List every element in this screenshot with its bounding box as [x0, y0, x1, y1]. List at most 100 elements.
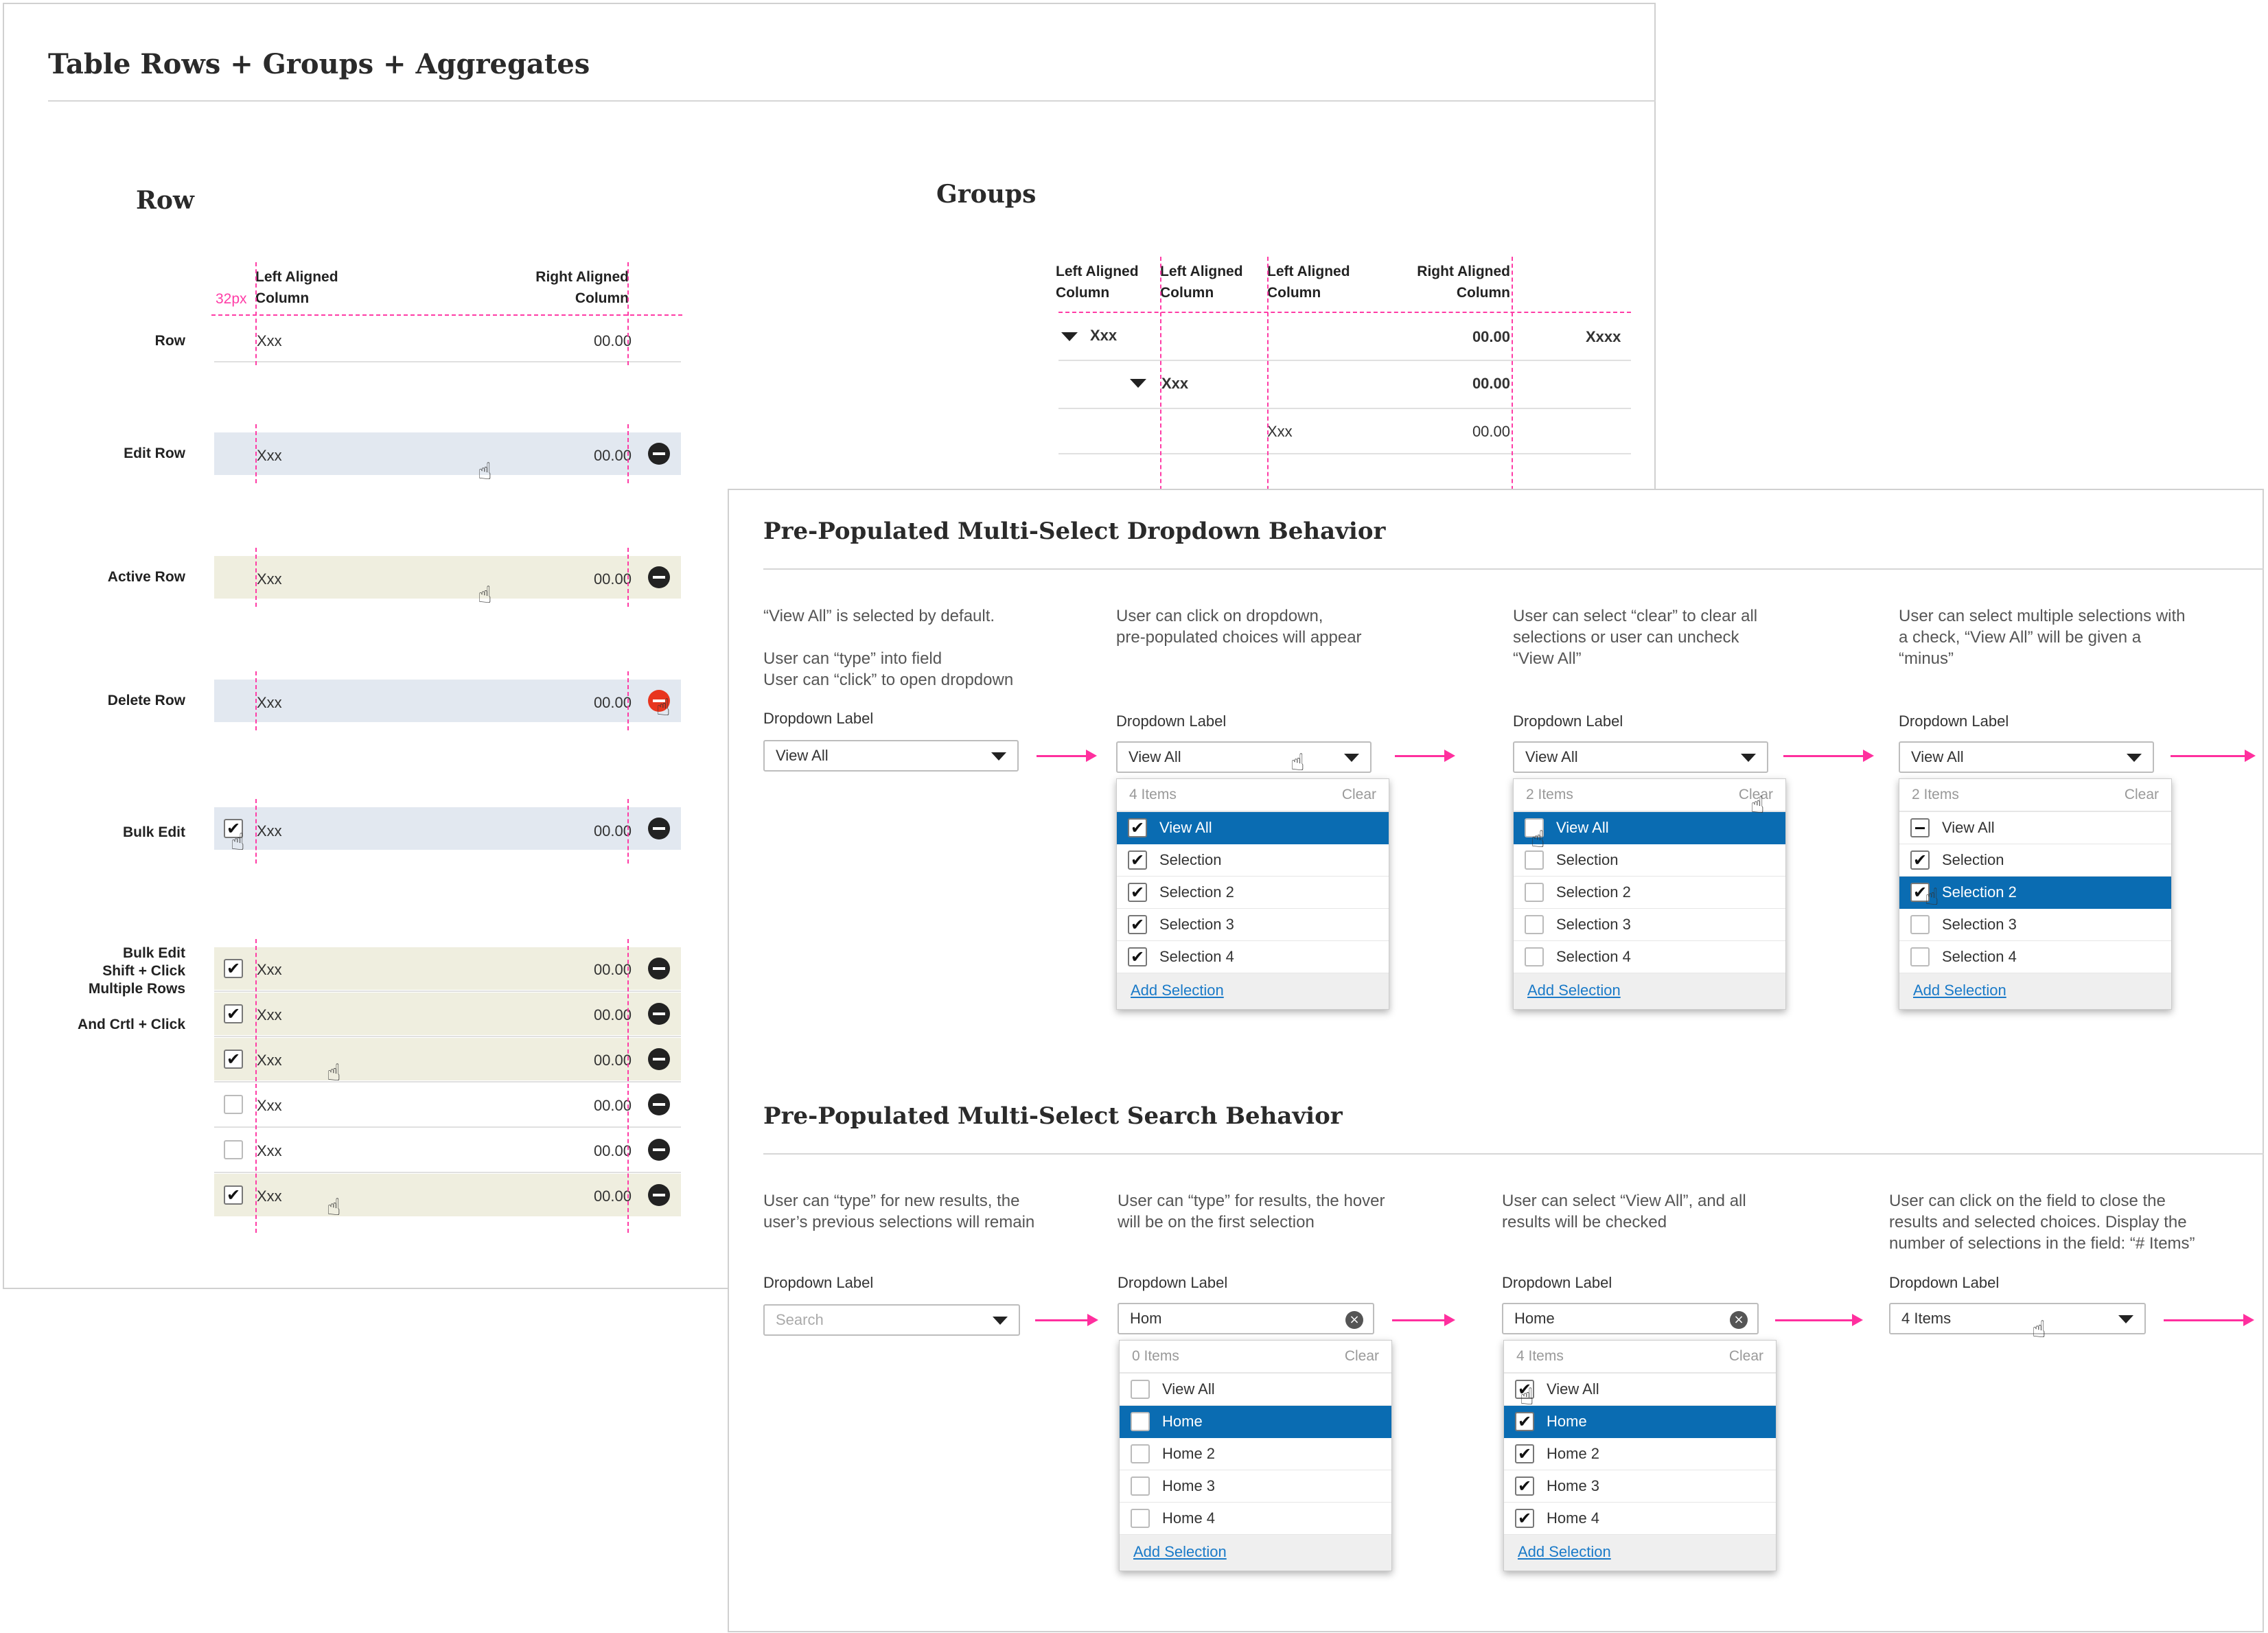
- menu-item-selection-3[interactable]: Selection 3: [1899, 909, 2171, 941]
- menu-item-view-all[interactable]: View All: [1899, 812, 2171, 844]
- row-divider: [214, 361, 681, 362]
- menu-item-view-all[interactable]: ✔ View All: [1117, 812, 1389, 844]
- bulk-row-3-text[interactable]: Xxx: [257, 1052, 282, 1069]
- group-1-collapse-triangle-icon[interactable]: [1061, 332, 1078, 341]
- row-label-row: Row: [154, 333, 185, 349]
- search-step-4-field[interactable]: 4 Items: [1889, 1303, 2146, 1334]
- bulk-edit-checkbox[interactable]: ✔: [224, 819, 243, 838]
- bulk-row-5-minus-icon[interactable]: [648, 1139, 670, 1161]
- bulk-row-6-text[interactable]: Xxx: [257, 1188, 282, 1205]
- bulk-row-5-checkbox[interactable]: [224, 1140, 243, 1159]
- menu-item-home-3[interactable]: ✔ Home 3: [1504, 1470, 1776, 1503]
- bulk-row-4-value[interactable]: 00.00: [593, 1097, 632, 1114]
- search-step-3-hand-cursor-icon: ☝: [1520, 1383, 1534, 1411]
- group-2-collapse-triangle-icon[interactable]: [1130, 379, 1146, 388]
- menu-item-selection-3[interactable]: Selection 3: [1514, 909, 1785, 941]
- groups-divider-3: [1058, 453, 1631, 454]
- add-selection-link[interactable]: Add Selection: [1131, 982, 1224, 999]
- dropdown-step-4-field[interactable]: View All: [1899, 741, 2154, 773]
- menu-item-selection-2[interactable]: ✔ Selection 2: [1117, 877, 1389, 909]
- bulk-edit-row-text[interactable]: Xxx: [257, 822, 282, 839]
- bulk-row-1-checkbox[interactable]: ✔: [224, 959, 243, 978]
- bulk-row-4-minus-icon[interactable]: [648, 1093, 670, 1115]
- delete-row-minus-icon[interactable]: [648, 690, 670, 712]
- bulk-row-6-checkbox[interactable]: ✔: [224, 1185, 243, 1205]
- dropdown-step-3-field[interactable]: View All: [1513, 741, 1768, 773]
- add-selection-link[interactable]: Add Selection: [1518, 1543, 1611, 1560]
- search-step-1-field[interactable]: Search: [763, 1304, 1020, 1336]
- dropdown-step-1-desc: “View All” is selected by default. User …: [763, 607, 1014, 689]
- row-right-guide-2: [627, 424, 629, 483]
- menu-item-selection-2[interactable]: Selection 2: [1514, 877, 1785, 909]
- edit-row-minus-icon[interactable]: [648, 443, 670, 465]
- clear-link[interactable]: Clear: [2124, 787, 2159, 802]
- bulk-row-2-checkbox[interactable]: ✔: [224, 1004, 243, 1023]
- menu-item-home-2[interactable]: Home 2: [1120, 1438, 1391, 1470]
- bulk-row-3-checkbox[interactable]: ✔: [224, 1050, 243, 1069]
- add-selection-link[interactable]: Add Selection: [1527, 982, 1621, 999]
- edit-row-value[interactable]: 00.00: [593, 447, 632, 464]
- menu-item-home[interactable]: ✔ Home: [1504, 1406, 1776, 1438]
- delete-row-text[interactable]: Xxx: [257, 694, 282, 711]
- menu-item-view-all[interactable]: ✔ View All: [1504, 1374, 1776, 1406]
- search-step-3-field[interactable]: Home ×: [1502, 1303, 1759, 1334]
- caret-down-icon: [993, 1317, 1008, 1325]
- bulk-edit-row-bg: [214, 807, 681, 850]
- active-row-value[interactable]: 00.00: [593, 570, 632, 588]
- bulk-row-2-text[interactable]: Xxx: [257, 1006, 282, 1023]
- menu-item-selection-2[interactable]: ✔ Selection 2: [1899, 877, 2171, 909]
- clear-link[interactable]: Clear: [1341, 787, 1376, 802]
- bulk-row-3-value[interactable]: 00.00: [593, 1052, 632, 1069]
- clear-x-icon[interactable]: ×: [1730, 1311, 1748, 1329]
- menu-item-view-all[interactable]: View All: [1514, 812, 1785, 844]
- edit-row-text[interactable]: Xxx: [257, 447, 282, 464]
- menu-item-home-2[interactable]: ✔ Home 2: [1504, 1438, 1776, 1470]
- dropdown-step-4-menu: 2 Items Clear View All ✔ Selection ✔ Select…: [1899, 778, 2172, 1010]
- bulk-row-2-minus-icon[interactable]: [648, 1003, 670, 1025]
- bulk-row-5-value[interactable]: 00.00: [593, 1142, 632, 1159]
- menu-item-home-3[interactable]: Home 3: [1120, 1470, 1391, 1503]
- clear-link[interactable]: Clear: [1728, 1348, 1763, 1364]
- bulk-row-3-minus-icon[interactable]: [648, 1048, 670, 1070]
- delete-row-value[interactable]: 00.00: [593, 694, 632, 711]
- bulk-row-1-value[interactable]: 00.00: [593, 961, 632, 978]
- bulk-row-4-checkbox[interactable]: [224, 1095, 243, 1114]
- groups-guide-3: [1512, 257, 1513, 497]
- menu-item-home[interactable]: Home: [1120, 1406, 1391, 1438]
- bulk-row-5-text[interactable]: Xxx: [257, 1142, 282, 1159]
- search-step-1-placeholder: Search: [776, 1311, 824, 1328]
- bulk-edit-row-value[interactable]: 00.00: [593, 822, 632, 839]
- clear-x-icon[interactable]: ×: [1345, 1311, 1363, 1329]
- clear-link[interactable]: Clear: [1738, 787, 1773, 802]
- menu-item-selection[interactable]: ✔ Selection: [1117, 844, 1389, 877]
- add-selection-link[interactable]: Add Selection: [1133, 1543, 1227, 1560]
- add-selection-link[interactable]: Add Selection: [1913, 982, 2006, 999]
- menu-item-selection[interactable]: Selection: [1514, 844, 1785, 877]
- menu-count: 2 Items: [1912, 787, 1959, 802]
- menu-item-home-4[interactable]: ✔ Home 4: [1504, 1503, 1776, 1535]
- bulk-row-6-value[interactable]: 00.00: [593, 1188, 632, 1205]
- search-arrow-2: [1392, 1314, 1455, 1326]
- bulk-row-1-text[interactable]: Xxx: [257, 961, 282, 978]
- search-step-3-menu: 4 Items Clear ✔ View All ✔ Home ✔ Home 2 ✔ Ho…: [1503, 1340, 1777, 1571]
- clear-link[interactable]: Clear: [1344, 1348, 1379, 1364]
- bulk-row-4-text[interactable]: Xxx: [257, 1097, 282, 1114]
- menu-item-view-all[interactable]: View All: [1120, 1374, 1391, 1406]
- bulk-row-2-value[interactable]: 00.00: [593, 1006, 632, 1023]
- menu-item-selection-4[interactable]: Selection 4: [1514, 941, 1785, 973]
- menu-item-selection-4[interactable]: ✔ Selection 4: [1117, 941, 1389, 973]
- menu-item-selection-3[interactable]: ✔ Selection 3: [1117, 909, 1389, 941]
- bulk-row-1-minus-icon[interactable]: [648, 958, 670, 980]
- dropdown-step-1-field[interactable]: View All: [763, 740, 1019, 772]
- search-step-4-hand-cursor-icon: ☝: [2032, 1316, 2046, 1343]
- menu-item-selection-4[interactable]: Selection 4: [1899, 941, 2171, 973]
- menu-item-selection[interactable]: ✔ Selection: [1899, 844, 2171, 877]
- bulk-edit-minus-icon[interactable]: [648, 818, 670, 839]
- bulk-row-6-minus-icon[interactable]: [648, 1184, 670, 1206]
- checkmark-icon: ✔: [1128, 915, 1147, 934]
- menu-item-home-4[interactable]: Home 4: [1120, 1503, 1391, 1535]
- search-step-2-field[interactable]: Hom ×: [1118, 1303, 1374, 1334]
- active-row-minus-icon[interactable]: [648, 566, 670, 588]
- dropdown-step-2-field[interactable]: View All: [1116, 741, 1372, 773]
- active-row-text[interactable]: Xxx: [257, 570, 282, 588]
